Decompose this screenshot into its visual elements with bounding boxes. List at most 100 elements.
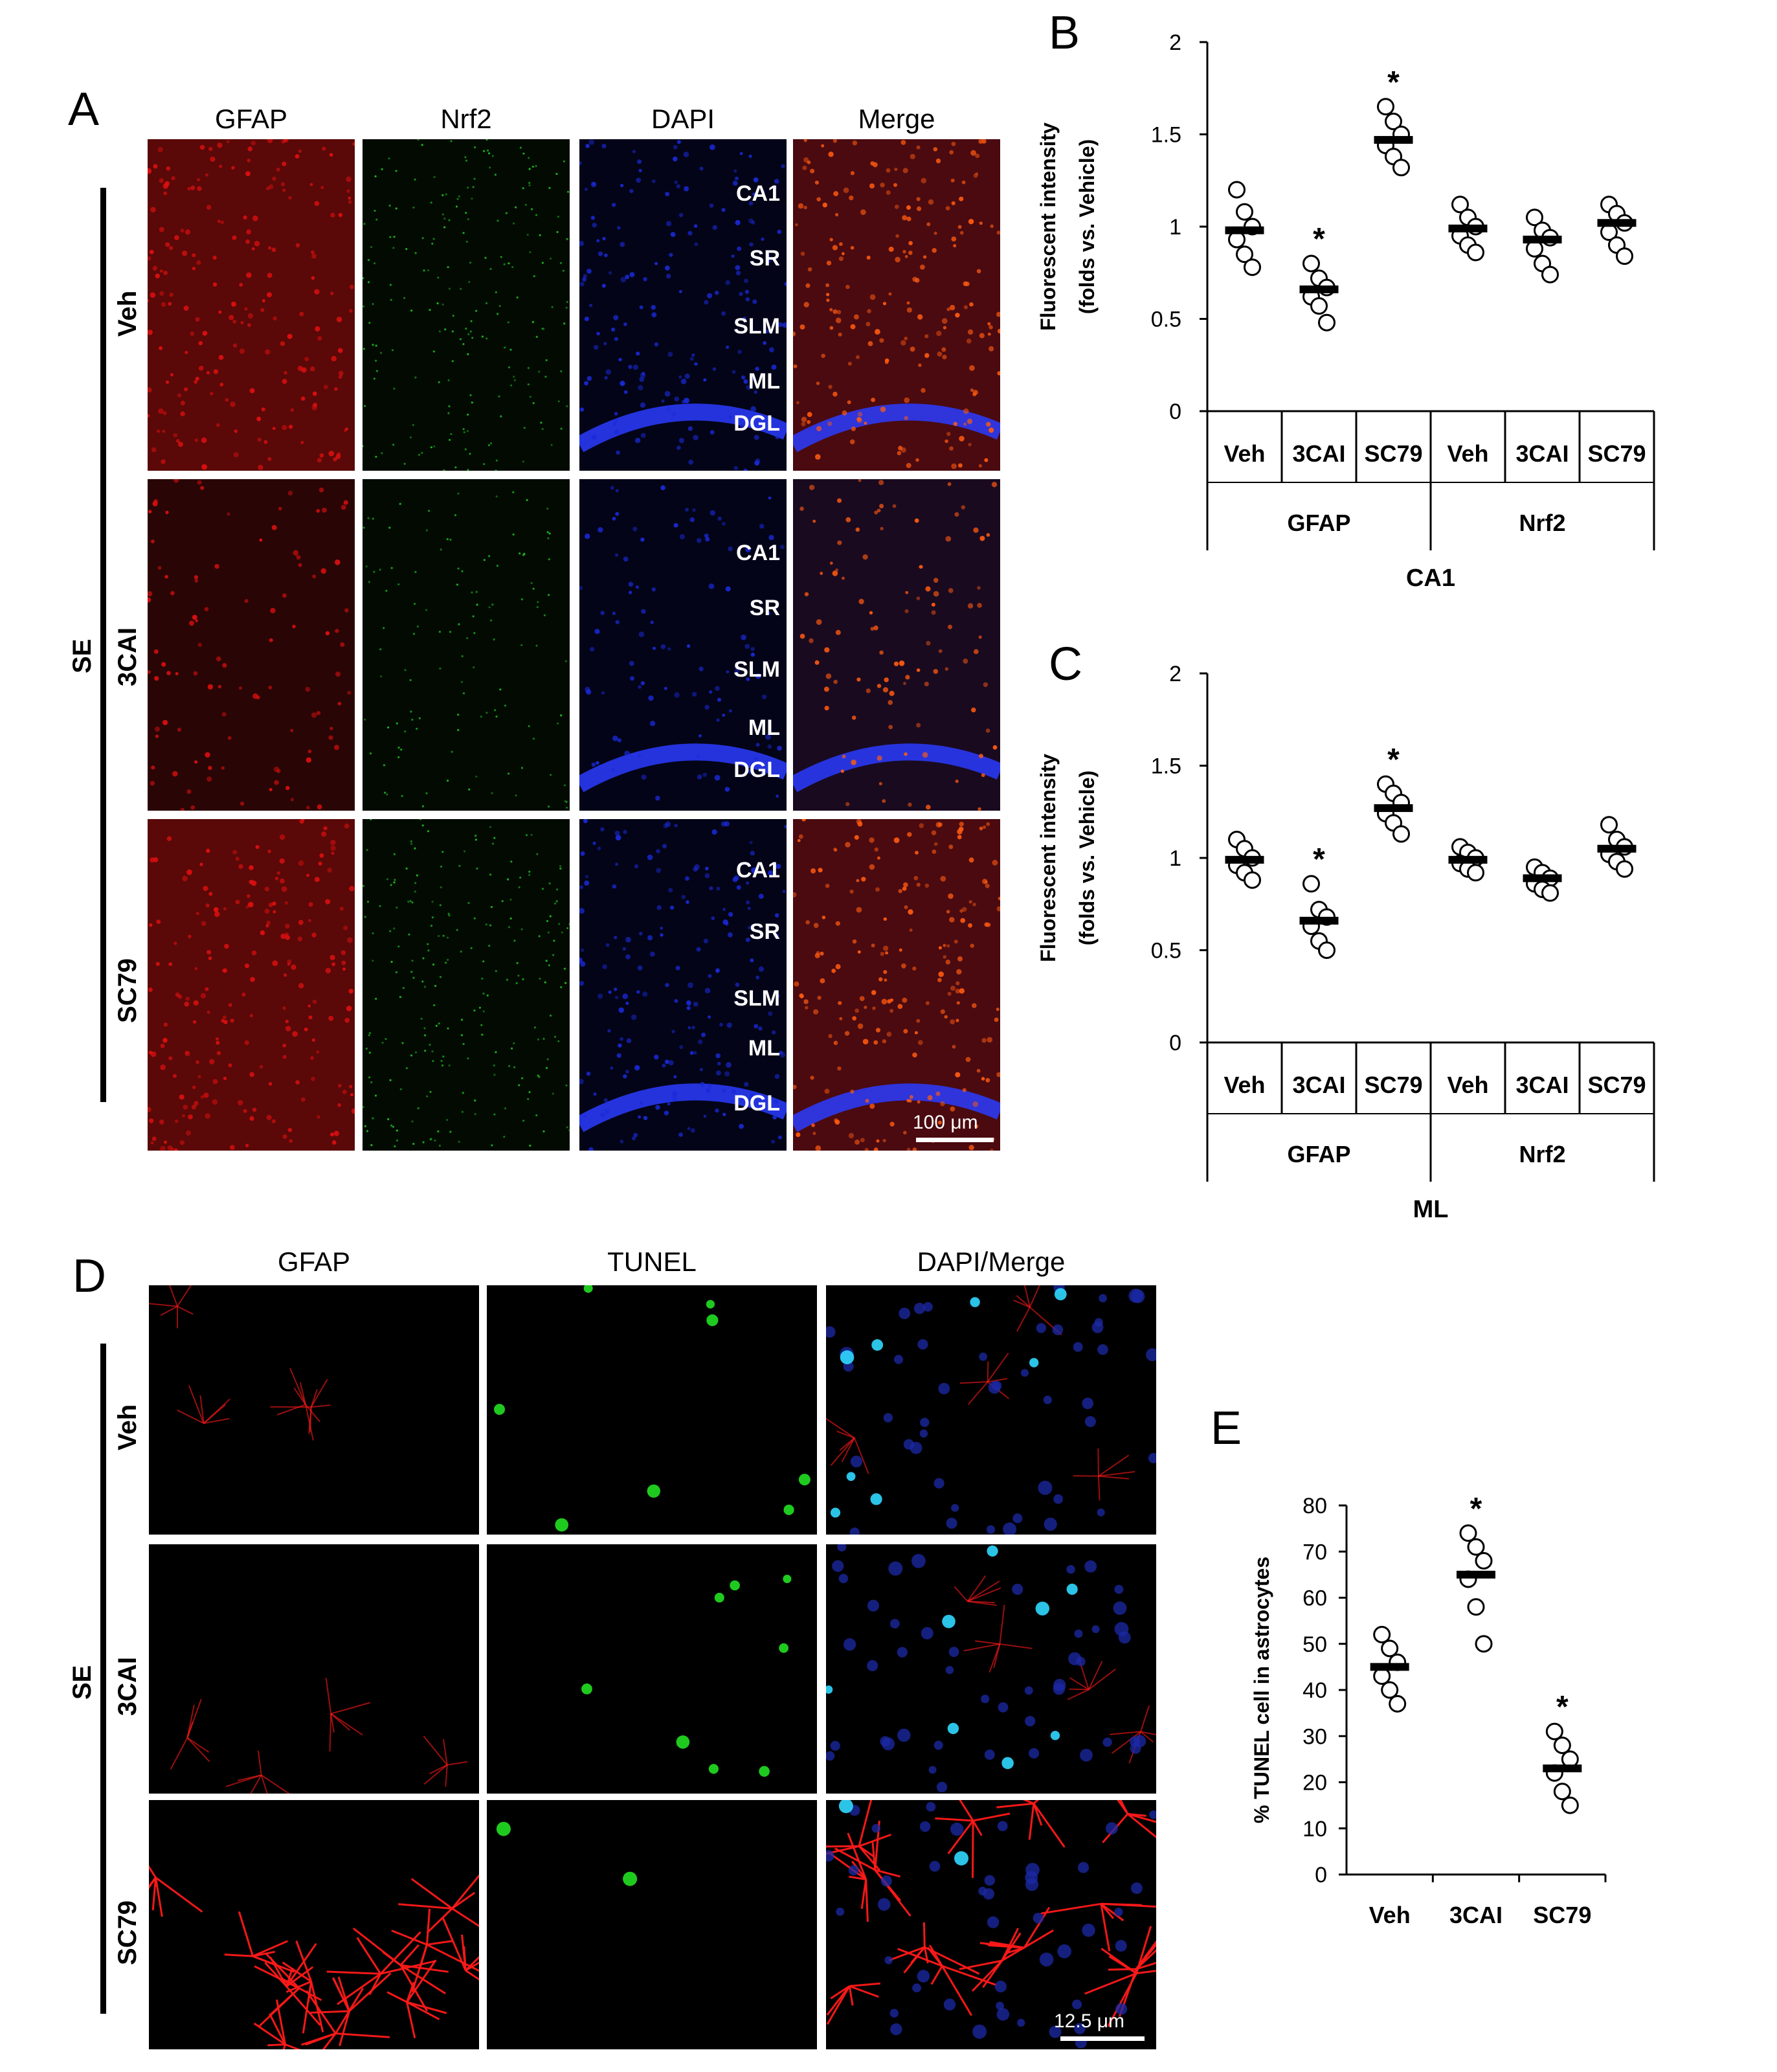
panel-a-region-slm: SLM — [733, 314, 780, 339]
panel-a-image-merge-veh — [793, 139, 1000, 471]
panel-d-row-3cai: 3CAI — [113, 1656, 142, 1716]
data-point — [1244, 258, 1261, 276]
panel-a-image-dapi-3cai — [579, 479, 787, 811]
data-point — [1318, 313, 1336, 332]
x-category-label: Veh — [1369, 1902, 1411, 1928]
data-point — [1467, 1538, 1485, 1556]
panel-a-region-sr: SR — [749, 596, 780, 620]
panel-a-image-dapi-veh — [579, 139, 787, 471]
y-tick-label: 70 — [1302, 1540, 1327, 1564]
panel-a-region-dgl: DGL — [733, 758, 780, 782]
x-category-label: Veh — [1447, 1072, 1488, 1098]
data-point — [1561, 1796, 1579, 1814]
panel-a-row-veh: Veh — [113, 290, 142, 337]
panel-a-region-dgl: DGL — [733, 411, 780, 436]
mean-bar — [1374, 804, 1413, 813]
x-category-label: 3CAI — [1449, 1902, 1503, 1928]
panel-a-region-ml: ML — [748, 1036, 780, 1061]
data-point — [1541, 884, 1559, 902]
y-tick-label: 1 — [1169, 215, 1181, 240]
panel-d-col-tunel: TUNEL — [607, 1246, 697, 1277]
x-category-label: 3CAI — [1515, 1072, 1569, 1098]
x-group-label: Nrf2 — [1519, 1141, 1565, 1167]
data-point — [1389, 1695, 1407, 1713]
y-tick-label: 0 — [1315, 1863, 1327, 1887]
y-tick-label: 0 — [1169, 400, 1181, 424]
panel-a-region-slm: SLM — [733, 657, 780, 682]
panel-a-row-3cai: 3CAI — [113, 627, 142, 686]
data-point — [1451, 196, 1469, 214]
y-tick-label: 30 — [1302, 1724, 1327, 1749]
y-tick-label: 60 — [1302, 1586, 1327, 1611]
panel-d-group-label: SE — [68, 1665, 96, 1700]
mean-bar — [1370, 1663, 1409, 1671]
x-category-label: 3CAI — [1292, 440, 1345, 467]
mean-bar — [1225, 855, 1264, 864]
data-point — [1553, 1783, 1571, 1801]
panel-d-image-gfap-sc79 — [149, 1800, 479, 2049]
panel-a-image-nrf2-veh — [363, 139, 570, 471]
panel-d-row-veh: Veh — [113, 1404, 142, 1450]
region-label: ML — [1413, 1196, 1449, 1223]
panel-a-row-sc79: SC79 — [113, 958, 142, 1023]
panel-a-region-dgl: DGL — [733, 1091, 780, 1116]
significance-marker: * — [1470, 1492, 1482, 1526]
data-point — [1541, 265, 1559, 284]
y-tick-label: 10 — [1302, 1817, 1327, 1841]
mean-bar — [1374, 136, 1413, 144]
x-category-label: SC79 — [1587, 440, 1646, 467]
chart-b: B 0 0.5 1 1.5 2 Fluorescent intensity (folds vs… — [1036, 7, 1655, 592]
mean-bar — [1597, 219, 1637, 227]
data-point — [1373, 1626, 1391, 1643]
data-point — [1381, 1639, 1399, 1658]
panel-d-group-bar — [100, 1344, 106, 2014]
y-axis-label: (folds vs. Vehicle) — [1075, 771, 1099, 945]
panel-a-image-merge-sc79 — [793, 819, 1000, 1151]
data-point — [1600, 816, 1618, 834]
panel-a-region-ca1: CA1 — [735, 541, 780, 565]
data-point — [1526, 208, 1543, 227]
panel-d-image-tunel-veh — [487, 1285, 817, 1535]
x-category-label: SC79 — [1364, 1072, 1422, 1098]
y-axis-label: Fluorescent intensity — [1036, 754, 1060, 962]
panel-d-scale-bar — [1060, 2036, 1145, 2041]
x-category-label: Veh — [1447, 440, 1488, 467]
panel-d-letter: D — [73, 1250, 106, 1302]
panel-d-row-sc79: SC79 — [113, 1900, 142, 1965]
chart-c-letter: C — [1049, 638, 1082, 690]
data-point — [1616, 860, 1633, 878]
y-tick-label: 1.5 — [1151, 123, 1181, 148]
data-point — [1385, 113, 1402, 131]
data-point — [1392, 825, 1410, 843]
panel-a-region-sr: SR — [749, 919, 780, 944]
x-category-label: 3CAI — [1515, 440, 1569, 467]
panel-d-image-dapi-merge-sc79 — [826, 1800, 1156, 2049]
panel-a-image-dapi-sc79 — [579, 819, 787, 1151]
mean-bar — [1523, 874, 1562, 883]
data-point — [1467, 1598, 1485, 1616]
mean-bar — [1299, 916, 1339, 925]
panel-a-scale-label: 100 μm — [913, 1112, 978, 1133]
x-group-label: GFAP — [1287, 510, 1350, 536]
data-point — [1475, 1635, 1493, 1653]
x-category-label: SC79 — [1587, 1072, 1646, 1098]
panel-a-image-merge-3cai — [793, 479, 1000, 811]
y-tick-label: 0 — [1169, 1031, 1181, 1055]
panel-a-image-gfap-veh — [148, 139, 355, 471]
data-point — [1236, 245, 1253, 264]
mean-bar — [1523, 235, 1562, 243]
panel-a-col-gfap: GFAP — [214, 104, 288, 134]
data-point — [1467, 243, 1484, 262]
x-category-label: 3CAI — [1292, 1072, 1345, 1098]
panel-a-letter: A — [68, 84, 100, 135]
y-tick-label: 40 — [1302, 1678, 1327, 1703]
y-tick-label: 1.5 — [1151, 754, 1181, 779]
panel-d-col-dapi-merge: DAPI/Merge — [917, 1246, 1066, 1277]
panel-d-image-tunel-3cai — [487, 1544, 817, 1794]
data-point — [1228, 181, 1246, 199]
panel-a-image-gfap-sc79 — [148, 819, 355, 1151]
panel-a-region-ml: ML — [748, 715, 780, 740]
data-point — [1616, 247, 1633, 265]
mean-bar — [1299, 285, 1339, 293]
panel-d-scale-label: 12.5 μm — [1054, 2010, 1124, 2032]
